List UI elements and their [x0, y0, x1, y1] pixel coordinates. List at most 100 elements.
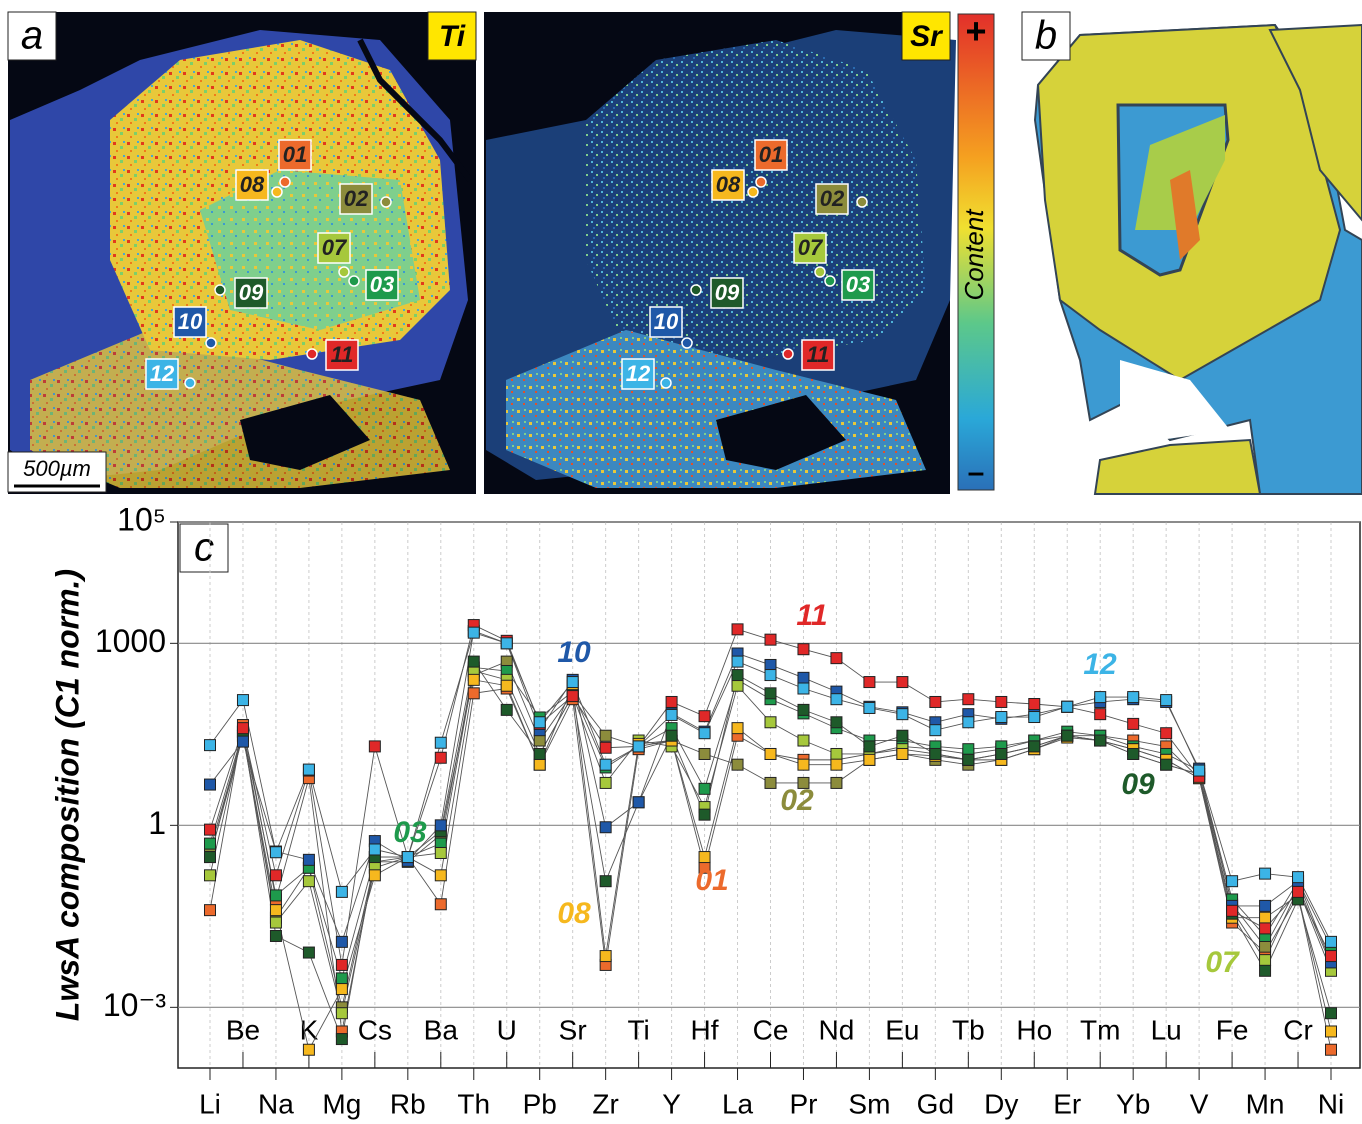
data-point [1160, 727, 1173, 740]
data-point [665, 708, 678, 721]
data-point [797, 671, 810, 684]
data-point [599, 758, 612, 771]
colorbar-minus: – [968, 456, 985, 489]
data-point [599, 729, 612, 742]
data-point [204, 869, 216, 882]
data-point [1226, 904, 1239, 917]
series-label: 12 [1083, 648, 1117, 681]
data-point [302, 875, 315, 888]
x-tick-label: V [1190, 1088, 1209, 1119]
data-point [665, 695, 678, 708]
spot-label: 08 [240, 172, 265, 197]
data-point [665, 729, 678, 742]
x-tick-label: Mg [322, 1088, 361, 1119]
data-point [434, 736, 447, 749]
spot-marker [279, 176, 291, 188]
data-point [764, 658, 777, 671]
data-point [896, 708, 909, 721]
data-point [731, 679, 744, 692]
spot-label-box [317, 232, 351, 264]
data-point [764, 669, 777, 682]
data-point [1259, 911, 1272, 924]
x-tick-label: Dy [984, 1088, 1018, 1119]
data-point [599, 821, 612, 834]
data-point [500, 703, 513, 716]
data-point [368, 843, 381, 856]
x-tick-label: K [300, 1014, 319, 1045]
sr-map [484, 12, 956, 494]
data-point [863, 740, 876, 753]
data-point [434, 846, 447, 859]
data-point [698, 727, 711, 740]
data-point [1259, 922, 1272, 935]
data-point [533, 716, 546, 729]
spot-marker [338, 266, 350, 278]
x-tick-label: La [722, 1088, 754, 1119]
x-tick-label: Th [457, 1088, 490, 1119]
data-point [1226, 875, 1239, 888]
spot-label-box [365, 269, 399, 301]
data-point [1028, 698, 1041, 710]
data-point [335, 1007, 348, 1020]
data-point [467, 687, 480, 700]
plot-frame [177, 521, 1361, 1069]
data-point [1127, 691, 1140, 704]
data-point [863, 676, 876, 689]
x-tick-label: Be [226, 1014, 260, 1045]
x-tick-label: Yb [1116, 1088, 1150, 1119]
data-point [962, 753, 975, 766]
data-point [863, 753, 876, 766]
data-point [797, 703, 810, 716]
spot-label: 09 [239, 280, 264, 305]
data-point [929, 724, 942, 737]
data-point [467, 626, 480, 639]
data-point [269, 846, 282, 859]
spot-label-box [711, 169, 745, 201]
data-point [500, 679, 513, 692]
panel-letter: b [1035, 14, 1057, 58]
data-point [566, 690, 579, 703]
spot-marker [747, 186, 759, 198]
spot-marker [824, 275, 836, 287]
data-point [797, 734, 810, 747]
data-point [467, 673, 480, 686]
data-point [302, 763, 315, 776]
data-point [204, 851, 216, 864]
spot-marker [348, 275, 360, 287]
spot-label-box [173, 306, 207, 338]
series-label: 03 [393, 816, 427, 849]
spot-marker [306, 348, 318, 360]
data-point [1094, 691, 1107, 704]
spot-marker [856, 196, 868, 208]
data-point [929, 695, 942, 708]
data-point [764, 716, 777, 729]
data-point [698, 808, 711, 821]
data-point [1259, 867, 1272, 880]
x-tick-label: Hf [691, 1014, 719, 1045]
x-tick-label: Lu [1151, 1014, 1182, 1045]
spot-label-box [621, 358, 655, 390]
data-point [368, 869, 381, 882]
x-tick-label: Gd [917, 1088, 954, 1119]
data-point [797, 682, 810, 695]
data-point [533, 747, 546, 760]
data-point [269, 916, 282, 929]
data-point [269, 869, 282, 882]
x-tick-label: Sm [848, 1088, 890, 1119]
panel-b-diagram [1033, 23, 1362, 495]
spot-label-box [278, 139, 312, 171]
data-point [335, 972, 348, 985]
spot-marker [380, 196, 392, 208]
spot-label-box [339, 183, 373, 215]
spot-marker [814, 266, 826, 278]
x-tick-label: Nd [819, 1014, 855, 1045]
spot-label: 11 [331, 342, 354, 367]
data-point [434, 898, 447, 911]
data-point [896, 747, 909, 760]
data-point [962, 693, 975, 706]
data-point [830, 758, 843, 771]
x-tick-label: U [497, 1014, 517, 1045]
data-point [797, 643, 810, 656]
y-tick-label: 1 [148, 805, 166, 841]
x-tick-label: Tm [1080, 1014, 1120, 1045]
